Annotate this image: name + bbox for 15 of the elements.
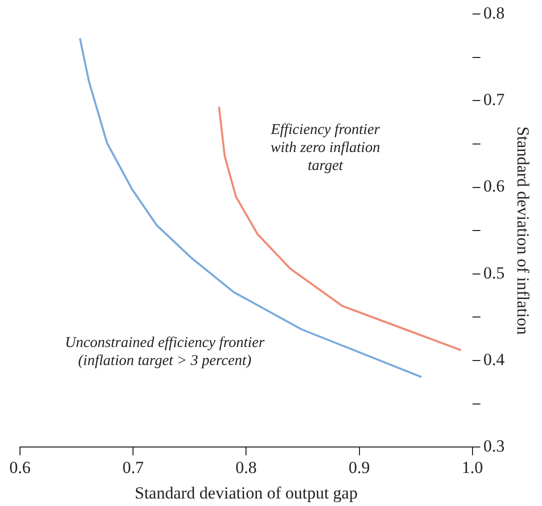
x-tick-label: 1.0 <box>462 458 483 477</box>
x-tick-label: 0.7 <box>122 458 144 477</box>
y-tick-label: 0.6 <box>483 176 505 196</box>
annotation: Unconstrained efficiency frontier (inflation target > 3 percent) <box>65 334 265 369</box>
y-tick-label: 0.7 <box>483 90 506 110</box>
x-tick-label: 0.8 <box>236 458 257 477</box>
x-tick-label: 0.6 <box>9 458 31 477</box>
x-axis-title: Standard deviation of output gap <box>134 483 358 502</box>
y-tick-label: 0.5 <box>483 263 505 282</box>
y-axis-title: Standard deviation of inflation <box>513 126 532 336</box>
x-tick-label: 0.9 <box>348 458 370 477</box>
annotation: Efficiency frontier with zero inflation target <box>270 122 380 174</box>
y-tick-label: 0.8 <box>483 3 505 22</box>
y-tick-label: 0.4 <box>483 350 506 370</box>
y-tick-label: 0.3 <box>483 436 505 456</box>
